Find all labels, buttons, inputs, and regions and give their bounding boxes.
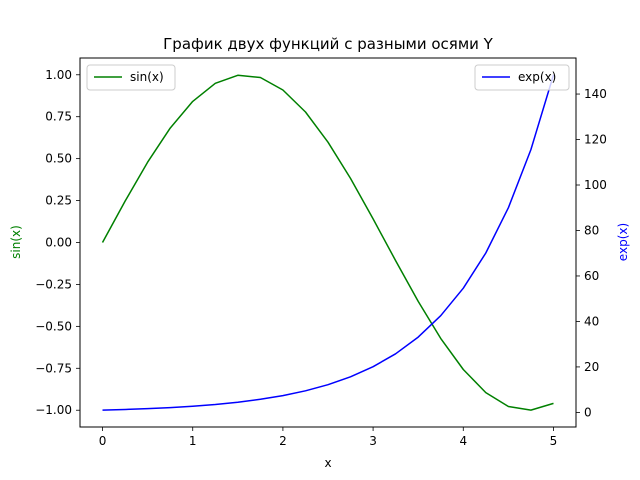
y-right-tick-label: 100	[584, 178, 607, 192]
series-layer	[101, 74, 555, 411]
y-right-tick-label: 60	[584, 269, 599, 283]
y-left-tick-label: −0.75	[35, 361, 72, 375]
x-tick-label: 5	[550, 434, 558, 448]
ticks-layer: 0 1 2 3 4 5 −1.00 −0.75 −0.50 −0.25 0.00 0.25 0.50 0.…	[35, 68, 607, 448]
legend-left: sin(x)	[86, 64, 176, 91]
legend-right-box	[474, 64, 570, 91]
y-right-tick-label: 120	[584, 133, 607, 147]
y-right-tick-label: 40	[584, 314, 599, 328]
y-right-axis-title: exp(x)	[616, 223, 630, 261]
y-right-tick-label: 140	[584, 87, 607, 101]
chart-title: График двух функций с разными осями Y	[163, 35, 494, 53]
x-tick-label: 3	[369, 434, 377, 448]
y-left-tick-label: 1.00	[45, 68, 72, 82]
y-left-tick-label: 0.75	[45, 110, 72, 124]
x-tick-label: 1	[189, 434, 197, 448]
series-line-sin-x	[101, 74, 554, 411]
y-left-tick-label: −0.25	[35, 277, 72, 291]
x-tick-label: 2	[279, 434, 287, 448]
y-left-tick-label: 0.50	[45, 152, 72, 166]
y-left-tick-label: −0.50	[35, 319, 72, 333]
y-right-tick-label: 20	[584, 360, 599, 374]
y-right-tick-label: 80	[584, 223, 599, 237]
y-left-tick-label: 0.00	[45, 236, 72, 250]
x-axis-title: x	[324, 456, 331, 470]
y-right-tick-label: 0	[584, 405, 592, 419]
y-left-axis-title: sin(x)	[9, 225, 23, 259]
x-tick-label: 4	[459, 434, 467, 448]
series-line-exp-x	[102, 74, 555, 411]
plot-background	[80, 58, 576, 427]
legend-left-label: sin(x)	[130, 70, 164, 84]
y-left-tick-label: −1.00	[35, 403, 72, 417]
plot-frame	[79, 57, 577, 428]
y-left-tick-label: 0.25	[45, 194, 72, 208]
legend-right-label: exp(x)	[518, 70, 556, 84]
x-tick-label: 0	[99, 434, 107, 448]
legend-left-box	[86, 64, 176, 91]
legend-right: exp(x)	[474, 64, 570, 91]
